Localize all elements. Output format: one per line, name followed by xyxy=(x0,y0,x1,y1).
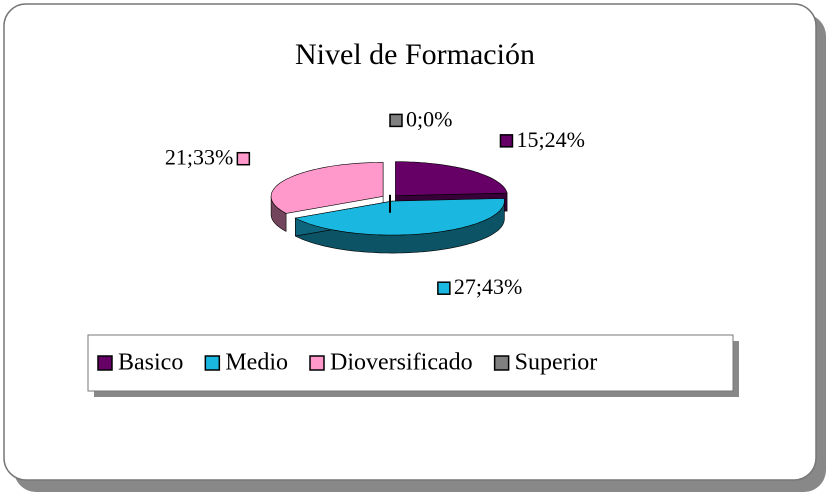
label-swatch xyxy=(437,281,451,295)
pie-slice xyxy=(395,161,508,197)
data-labels: 15;24% 27;43% 21;33% 0;0% xyxy=(165,106,585,299)
chart-title: Nivel de Formación xyxy=(295,38,535,71)
data-label: 27;43% xyxy=(454,274,522,299)
legend xyxy=(87,334,734,392)
data-label-group: 21;33% xyxy=(165,145,251,170)
pie-tops xyxy=(270,161,508,236)
data-label: 21;33% xyxy=(165,145,233,170)
legend-label: Superior xyxy=(515,350,598,376)
data-label: 0;0% xyxy=(406,106,452,131)
legend-label: Dioversificado xyxy=(330,350,473,376)
legend-swatch xyxy=(493,355,510,371)
legend-items: Basico Medio Dioversificado Superior xyxy=(97,350,598,376)
legend-swatch xyxy=(204,355,221,371)
data-label: 15;24% xyxy=(516,127,584,152)
pie-slice xyxy=(294,198,505,236)
legend-label: Basico xyxy=(118,350,183,376)
legend-swatch xyxy=(309,355,325,371)
legend-swatch xyxy=(97,355,113,371)
label-swatch xyxy=(236,151,251,166)
data-label-group: 0;0% xyxy=(389,106,452,131)
data-label-group: 27;43% xyxy=(437,274,522,299)
label-swatch xyxy=(389,113,403,128)
data-label-group: 15;24% xyxy=(499,127,585,152)
pie-slice xyxy=(270,162,384,214)
legend-label: Medio xyxy=(225,350,288,376)
label-swatch xyxy=(499,134,514,148)
